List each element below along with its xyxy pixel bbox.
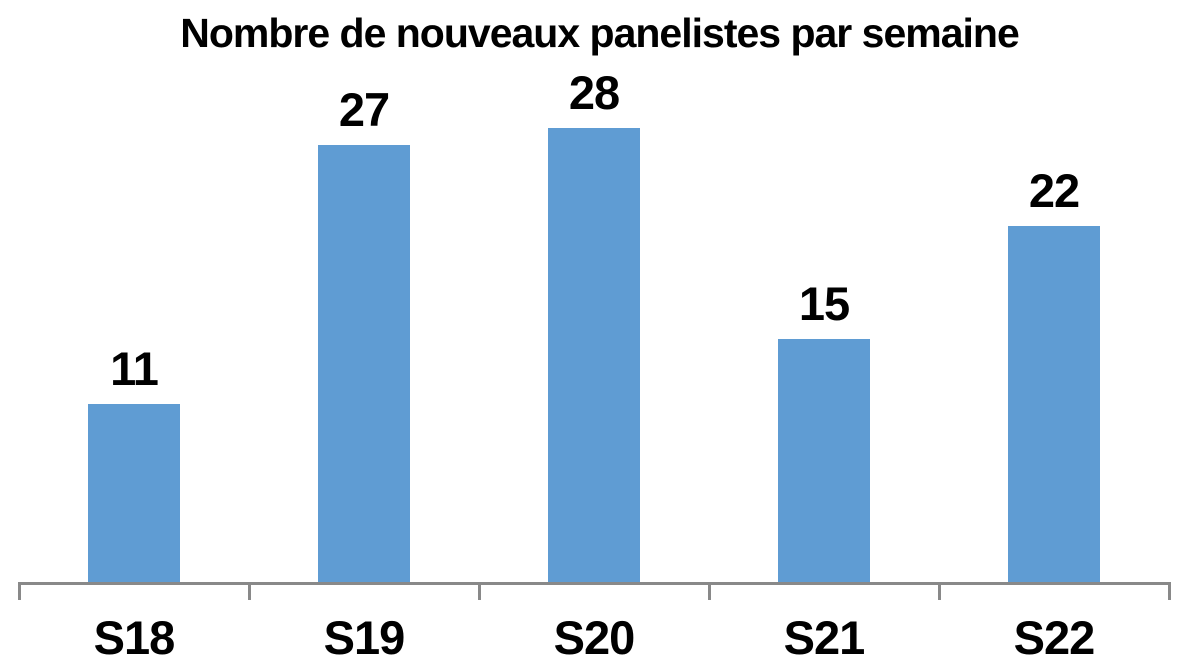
- category-label-s19: S19: [323, 611, 406, 664]
- x-axis-tick: [1167, 582, 1171, 600]
- bar-s20: [548, 128, 640, 582]
- x-axis-line: [17, 582, 1171, 585]
- category-label-s21: S21: [783, 611, 866, 664]
- bar-s22: [1008, 225, 1100, 582]
- bar-s18: [88, 403, 180, 582]
- bar-s19: [318, 144, 410, 582]
- chart-title: Nombre de nouveaux panelistes par semain…: [180, 10, 1020, 56]
- data-label-s22: 22: [1028, 163, 1080, 217]
- category-label-s22: S22: [1013, 611, 1096, 664]
- data-label-s21: 15: [798, 277, 850, 330]
- bar-s21: [778, 339, 870, 582]
- x-axis-tick: [17, 582, 21, 600]
- data-label-s18: 11: [110, 341, 159, 395]
- x-axis-tick: [707, 582, 711, 600]
- x-axis-tick: [247, 582, 251, 600]
- data-label-s19: 27: [338, 82, 390, 136]
- data-label-s20: 28: [568, 66, 620, 120]
- category-label-s18: S18: [93, 611, 176, 664]
- category-label-s20: S20: [553, 611, 636, 664]
- x-axis-tick: [937, 582, 941, 600]
- x-axis-tick: [477, 582, 481, 600]
